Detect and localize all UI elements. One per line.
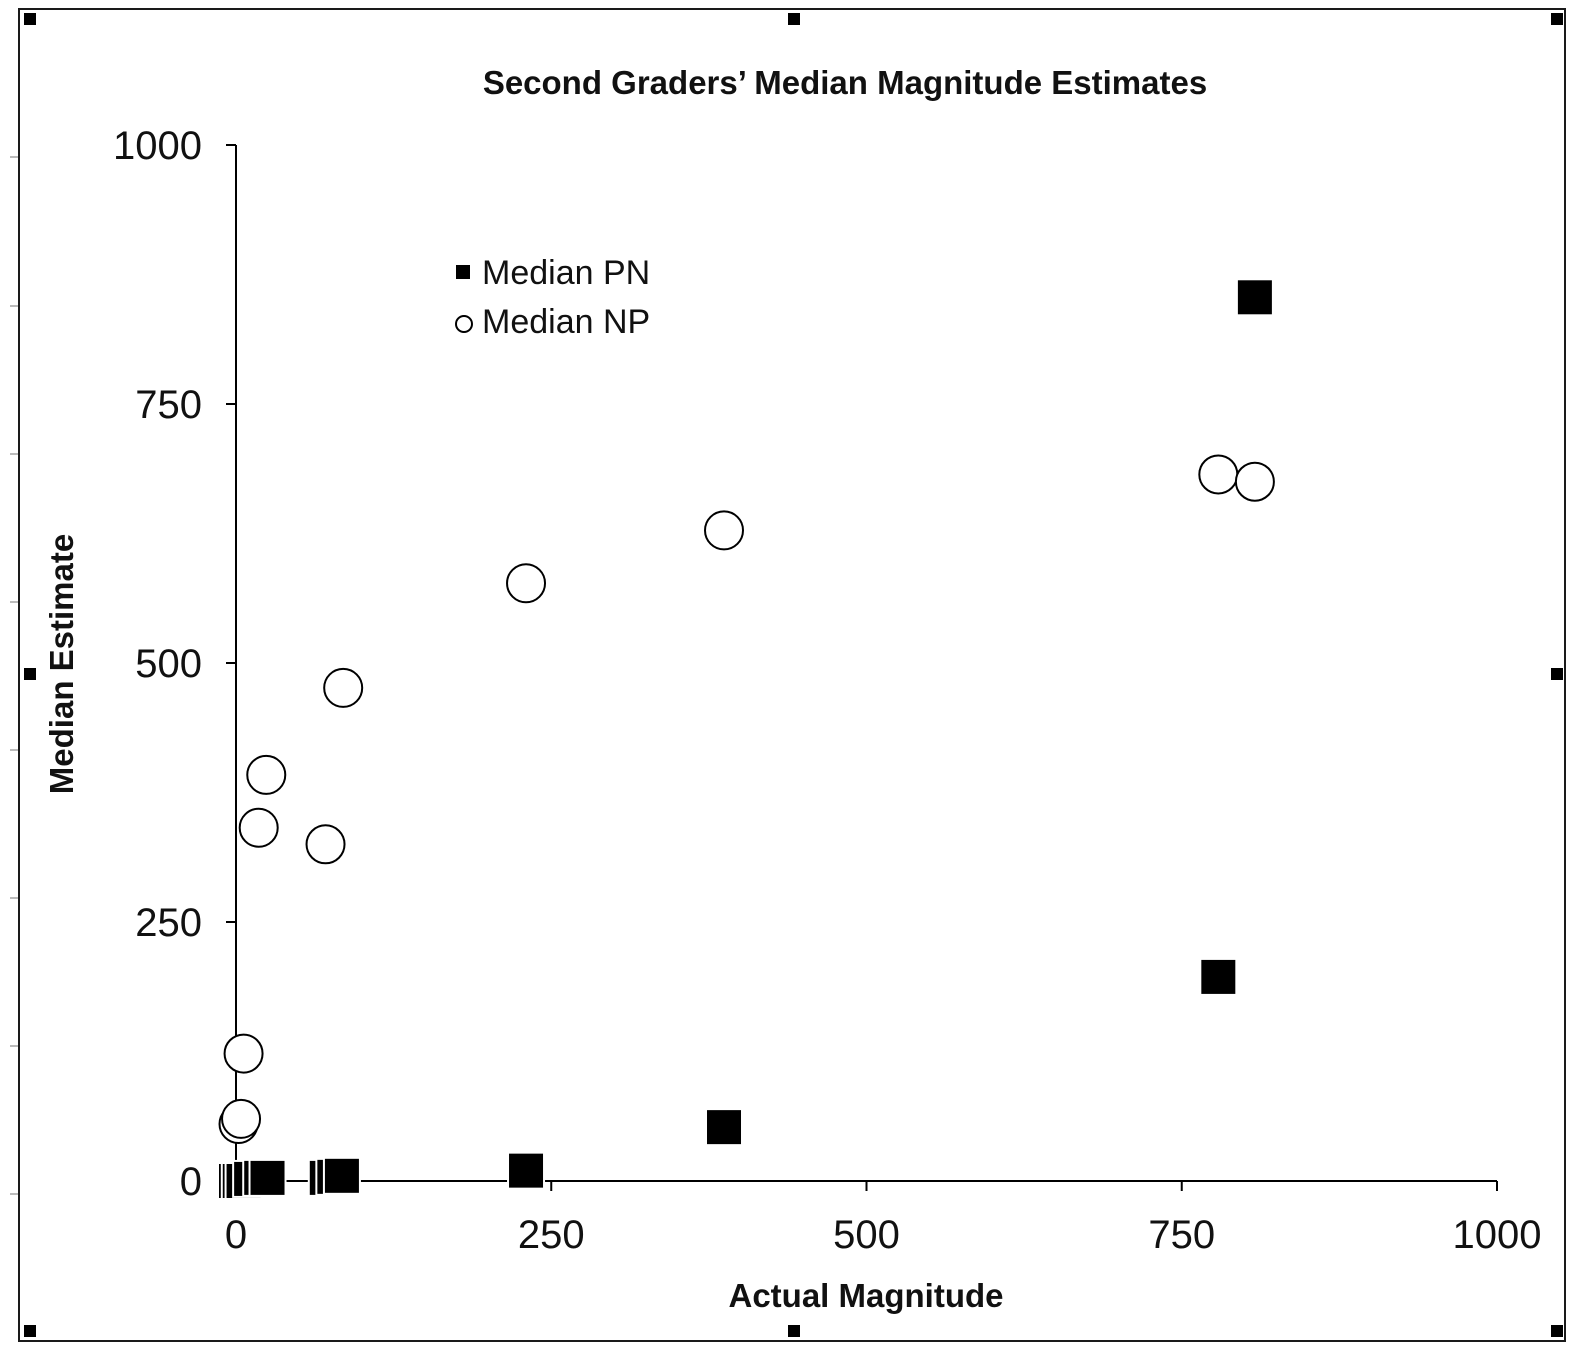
median-np-point	[506, 563, 547, 604]
median-np-point	[1234, 461, 1275, 502]
axis-ticks: 0 250 500 750 1000 0 250 500 750 1000	[113, 124, 1541, 1257]
x-tick-label: 0	[225, 1213, 247, 1257]
median-np-point	[704, 510, 745, 551]
median-np-series	[218, 454, 1275, 1145]
x-axis-title: Actual Magnitude	[728, 1277, 1003, 1314]
median-pn-point	[322, 1156, 361, 1195]
y-tick-label: 1000	[113, 124, 202, 168]
median-np-point	[305, 824, 346, 865]
x-tick-label: 250	[518, 1213, 585, 1257]
ruler-tick	[10, 601, 18, 603]
resize-handle-middle-right[interactable]	[1551, 668, 1563, 680]
legend-circle-marker	[455, 315, 473, 333]
ruler-tick	[10, 1045, 18, 1047]
ruler-tick	[10, 749, 18, 751]
y-tick-label: 0	[180, 1160, 202, 1204]
median-pn-series	[217, 278, 1274, 1200]
ruler-tick	[10, 897, 18, 899]
ruler-tick	[10, 453, 18, 455]
x-tick-label: 500	[833, 1213, 900, 1257]
legend-label-pn: Median PN	[482, 254, 650, 292]
resize-handle-top-left[interactable]	[24, 13, 36, 25]
resize-handle-top-right[interactable]	[1551, 13, 1563, 25]
x-tick-label: 1000	[1453, 1213, 1542, 1257]
legend: Median PN Median NP	[455, 254, 650, 341]
legend-label-np: Median NP	[482, 303, 650, 341]
median-np-point	[323, 667, 364, 708]
y-axis-title: Median Estimate	[43, 534, 80, 794]
resize-handle-bottom-left[interactable]	[24, 1325, 36, 1337]
median-np-point	[238, 807, 279, 848]
median-pn-point	[507, 1151, 546, 1190]
median-np-point	[223, 1033, 264, 1074]
resize-handle-bottom-center[interactable]	[788, 1325, 800, 1337]
chart-title: Second Graders’ Median Magnitude Estimat…	[483, 64, 1207, 101]
chart-frame	[18, 8, 1566, 1342]
median-np-point	[221, 1098, 262, 1139]
legend-square-marker	[456, 265, 470, 279]
median-np-point	[1198, 454, 1239, 495]
y-tick-label: 750	[135, 383, 202, 427]
median-pn-point	[1235, 278, 1274, 317]
median-pn-point	[248, 1158, 287, 1197]
median-pn-point	[705, 1108, 744, 1147]
resize-handle-top-center[interactable]	[788, 13, 800, 25]
ruler-tick	[10, 156, 18, 158]
resize-handle-bottom-right[interactable]	[1551, 1325, 1563, 1337]
y-tick-label: 250	[135, 901, 202, 945]
ruler-tick	[10, 1193, 18, 1195]
median-pn-point	[1199, 957, 1238, 996]
resize-handle-middle-left[interactable]	[24, 668, 36, 680]
ruler-tick	[10, 305, 18, 307]
y-tick-label: 500	[135, 642, 202, 686]
median-np-point	[246, 754, 287, 795]
x-tick-label: 750	[1148, 1213, 1215, 1257]
